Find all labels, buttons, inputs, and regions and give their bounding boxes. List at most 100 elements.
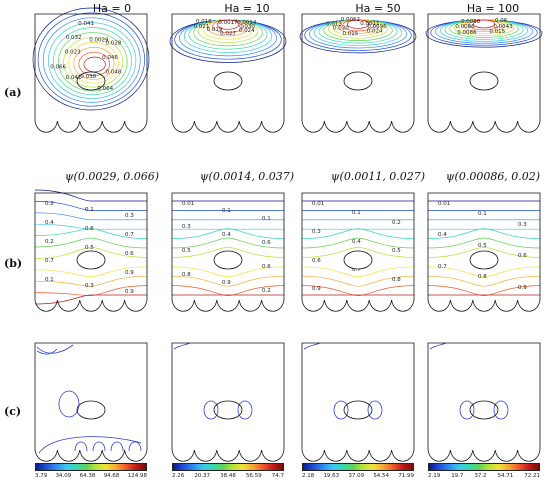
enclosure-outline [301, 192, 415, 312]
entropy-contour [493, 400, 509, 420]
isotherm-label: 0.9 [125, 289, 134, 295]
streamline-contour [32, 7, 150, 111]
row-label-a: (a) [4, 86, 22, 99]
streamline-label: 0.024 [367, 28, 383, 34]
streamline-contour [42, 17, 141, 103]
isotherm-contour [171, 275, 285, 287]
streamline-label: 0.021 [194, 24, 210, 30]
colorbar-ha-50: 2.18 19.63 37.09 54.54 71.99 [302, 463, 414, 483]
streamline-label: 0.0043 [493, 24, 513, 30]
entropy-contour [92, 441, 106, 452]
entropy-panel-col-3 [427, 342, 541, 467]
streamline-label: 0.030 [239, 24, 255, 30]
psi-label-ha-100: ψ(0.00086, 0.02) [445, 170, 541, 183]
isotherm-label: 0.6 [125, 251, 134, 257]
isotherm-contour [427, 275, 541, 287]
isotherm-label: 0.6 [262, 264, 271, 270]
column-title-ha-10: Ha = 10 [224, 2, 270, 15]
enclosure-outline [34, 13, 148, 133]
streamlines-panel-col-2: 0.0096 0.024 0.015 0.020 0.013 0.0062 0.0011 [299, 13, 417, 138]
streamline-contour [346, 19, 370, 29]
isotherm-contour [34, 247, 148, 259]
cylinder-obstacle [343, 400, 373, 420]
enclosure-outline [171, 342, 285, 462]
streamline-label: 0.015 [489, 29, 505, 35]
isotherm-contour [301, 285, 415, 296]
colorbar-tick: 2.26 [172, 473, 185, 479]
cylinder-obstacle [76, 400, 106, 420]
streamline-contour [68, 42, 119, 84]
entropy-contour [128, 441, 142, 452]
colorbar-tick: 71.99 [398, 473, 414, 479]
colorbar-tick: 74.7 [271, 473, 284, 479]
colorbar-tick: 20.37 [194, 473, 211, 479]
streamline-contour [37, 12, 145, 107]
entropy-panel-col-0 [34, 342, 148, 467]
isotherm-label: 0.5 [182, 248, 191, 254]
isotherm-label: 0.7 [45, 258, 54, 264]
colorbar-tick: 38.48 [220, 473, 236, 479]
cylinder-obstacle [76, 250, 106, 270]
isotherm-label: 0.4 [222, 232, 231, 238]
entropy-contour [429, 342, 447, 350]
streamline-label: 0.028 [106, 41, 122, 47]
isotherm-label: 0.4 [438, 232, 447, 238]
streamlines-panel-col-1: 0.030 0.024 0.027 0.019 0.021 0.018 0.0017 0.00… [169, 13, 287, 138]
enclosure-outline [427, 192, 541, 312]
row-label-c: (c) [4, 405, 22, 418]
isotherm-label: 0.7 [352, 267, 361, 273]
entropy-panel-col-1 [171, 342, 285, 467]
isotherm-label: 0.9 [125, 270, 134, 276]
entropy-contour [333, 400, 349, 420]
streamline-label: 0.023 [65, 50, 81, 56]
isotherm-label: 0.01 [312, 201, 324, 207]
isotherm-label: 0.3 [182, 224, 191, 230]
isotherm-contour [34, 237, 148, 249]
isotherm-contour [427, 266, 541, 278]
entropy-contour [36, 344, 74, 355]
isotherm-contour [171, 237, 285, 249]
streamline-label: 0.015 [343, 31, 359, 37]
streamline-label: 0.013 [326, 22, 342, 28]
isotherm-label: 0.1 [85, 207, 94, 213]
streamline-contour [83, 56, 106, 73]
isotherms-panel-col-0: 0.20.10.30.40.60.70.20.50.60.70.80.90.10… [34, 189, 148, 317]
colorbar-tick: 34.09 [55, 473, 72, 479]
isotherm-label: 0.8 [392, 277, 401, 283]
streamline-contour [53, 27, 132, 96]
streamline-contour [63, 37, 124, 88]
streamline-contour [472, 19, 496, 29]
entropy-plot [171, 342, 285, 462]
column-title-ha-0: Ha = 0 [92, 2, 132, 15]
colorbar-ha-100: 2.19 19.7 37.2 54.71 72.21 [428, 463, 540, 483]
colorbar-tick: 2.18 [302, 473, 315, 479]
entropy-contour [303, 342, 321, 350]
colorbar-tick: 54.71 [497, 473, 514, 479]
isotherm-contour [427, 247, 541, 258]
isotherm-label: 0.3 [125, 213, 134, 219]
isotherm-contour [427, 237, 541, 249]
colorbar-tick: 124.98 [127, 473, 147, 479]
isotherm-contour [34, 294, 147, 305]
streamline-label: 0.0060 [461, 19, 481, 25]
isotherm-contour [301, 247, 415, 258]
cylinder-obstacle [76, 71, 106, 91]
column-title-ha-100: Ha = 100 [466, 2, 520, 15]
streamline-label: 0.032 [66, 35, 82, 41]
isotherm-contour [34, 189, 147, 202]
row-label-b: (b) [4, 257, 23, 270]
colorbar-strip [35, 463, 147, 471]
entropy-plot [301, 342, 415, 462]
isotherm-label: 0.6 [85, 226, 94, 232]
isotherm-label: 0.6 [518, 253, 527, 259]
streamline-label: 0.0011 [360, 21, 379, 27]
colorbar-tick: 19.7 [451, 473, 464, 479]
enclosure-outline [171, 13, 285, 133]
isotherm-label: 0.2 [392, 220, 401, 226]
isotherm-contour [34, 285, 148, 296]
isotherm-contour [427, 285, 541, 296]
isotherm-label: 0.1 [262, 216, 271, 222]
isotherms-plot: 0.01 0.1 0.3 0.4 0.5 0.6 0.7 0.8 0.9 [427, 192, 541, 312]
